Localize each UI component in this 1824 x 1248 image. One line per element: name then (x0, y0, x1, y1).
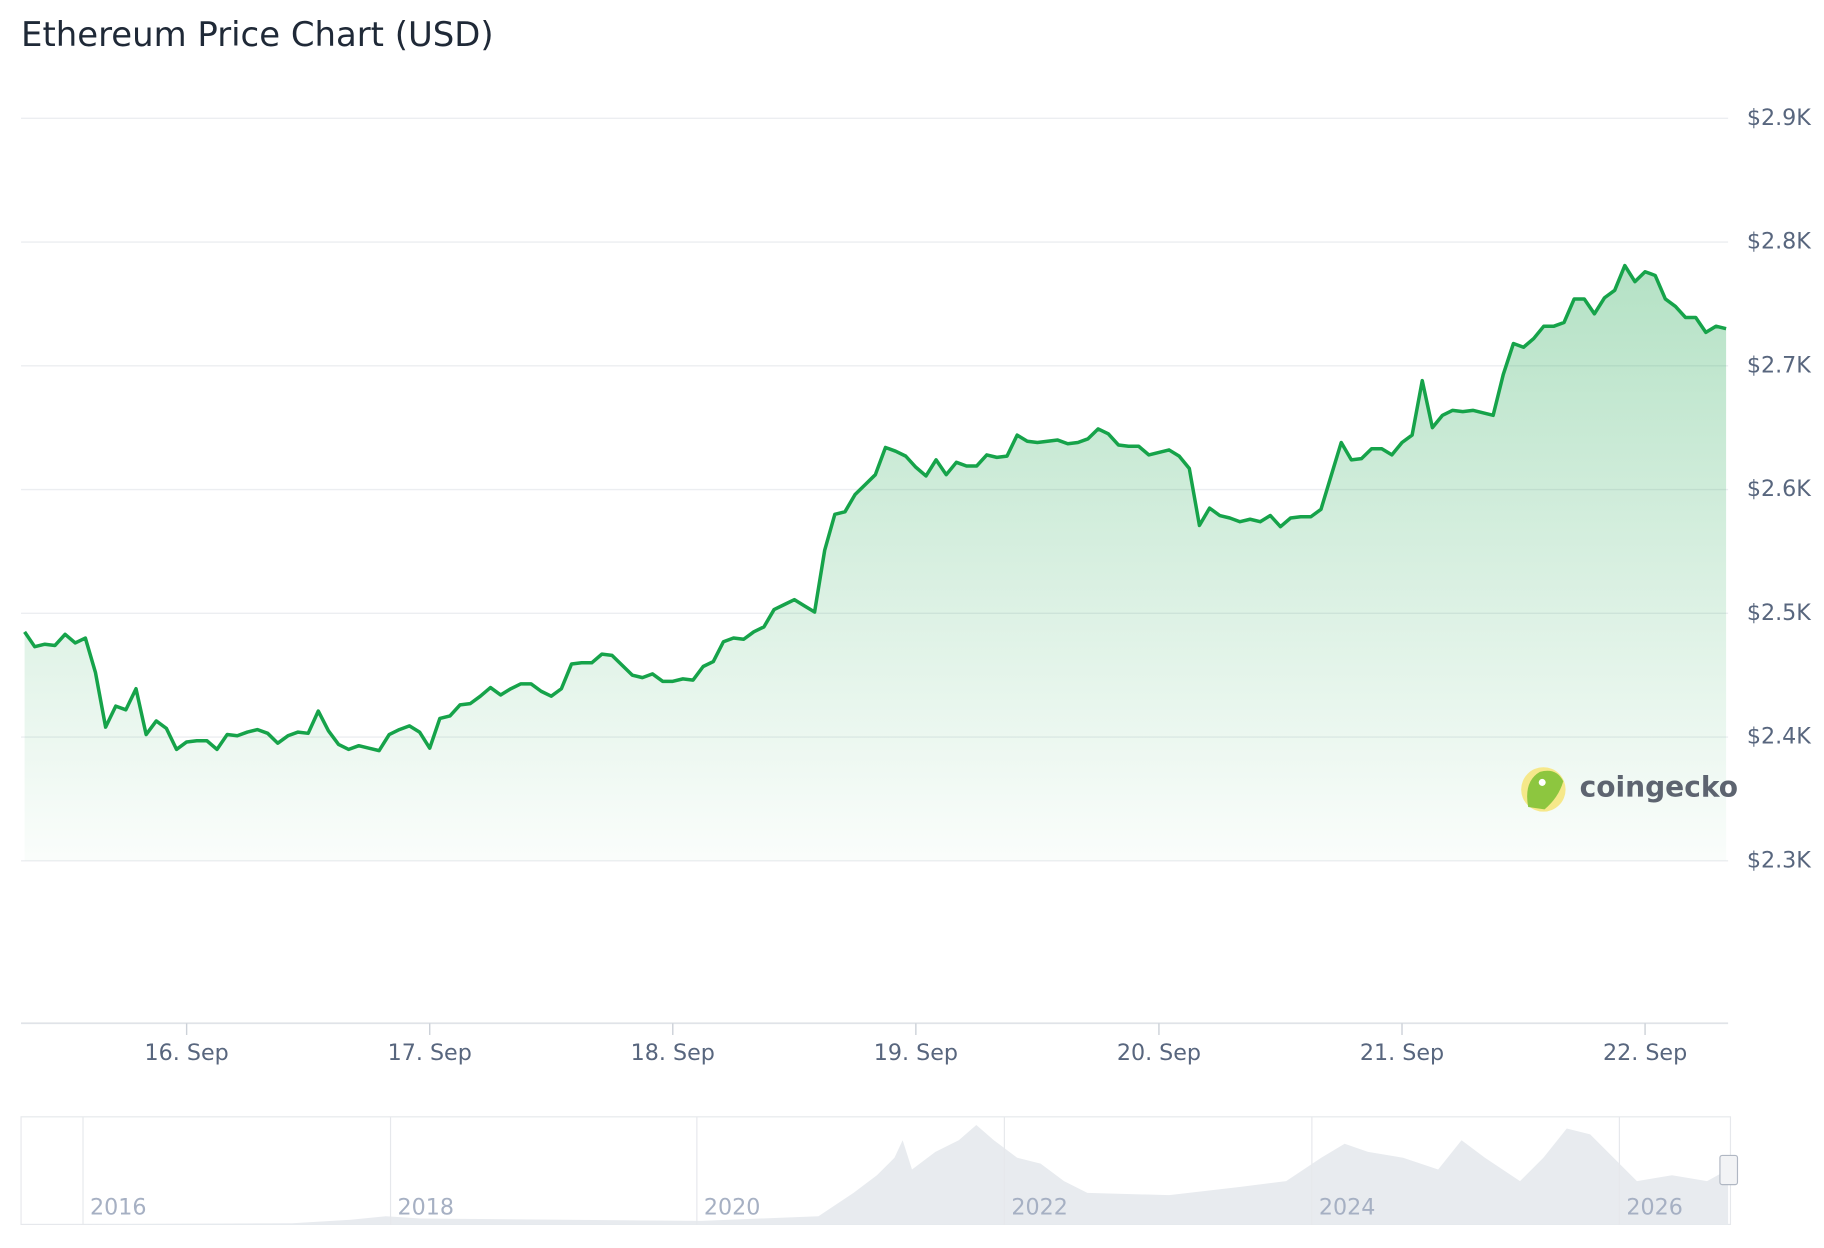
navigator-label: 2026 (1626, 1195, 1683, 1221)
plot (23, 263, 1727, 861)
x-tick-label: 22. Sep (1603, 1040, 1687, 1066)
navigator-label: 2022 (1011, 1195, 1068, 1221)
y-tick-label: $2.9K (1747, 105, 1812, 131)
navigator-labels: 2016 2018 2020 2022 2024 2026 (82, 1116, 1683, 1225)
logo-eye (1538, 778, 1546, 786)
price-line (23, 263, 1727, 753)
chart-title: Ethereum Price Chart (USD) (21, 15, 494, 54)
x-tick-label: 19. Sep (874, 1040, 958, 1066)
x-tick-label: 16. Sep (145, 1040, 229, 1066)
x-tick-label: 18. Sep (631, 1040, 715, 1066)
area-fill (24, 265, 1727, 861)
y-tick-label: $2.3K (1747, 847, 1812, 873)
y-tick-label: $2.6K (1747, 476, 1812, 502)
watermark-text: coingecko (1580, 770, 1738, 803)
navigator-label: 2016 (90, 1195, 147, 1221)
y-tick-label: $2.5K (1747, 600, 1812, 626)
x-tick-label: 20. Sep (1117, 1040, 1201, 1066)
logo-shape (1527, 770, 1564, 810)
navigator: 2016 2018 2020 2022 2024 2026 (20, 1116, 1739, 1225)
x-tick-label: 21. Sep (1360, 1040, 1444, 1066)
watermark: coingecko (1521, 767, 1738, 812)
navigator-label: 2024 (1319, 1195, 1376, 1221)
navigator-area (21, 1125, 1729, 1225)
x-tick-label: 17. Sep (388, 1040, 472, 1066)
x-axis-ticks: 16. Sep 17. Sep 18. Sep 19. Sep 20. Sep 21. S… (145, 1023, 1687, 1066)
navigator-handle[interactable] (1719, 1154, 1739, 1186)
navigator-label: 2020 (704, 1195, 761, 1221)
y-tick-label: $2.7K (1747, 352, 1812, 378)
y-tick-label: $2.4K (1747, 724, 1812, 750)
navigator-label: 2018 (398, 1195, 455, 1221)
y-tick-label: $2.8K (1747, 229, 1812, 255)
